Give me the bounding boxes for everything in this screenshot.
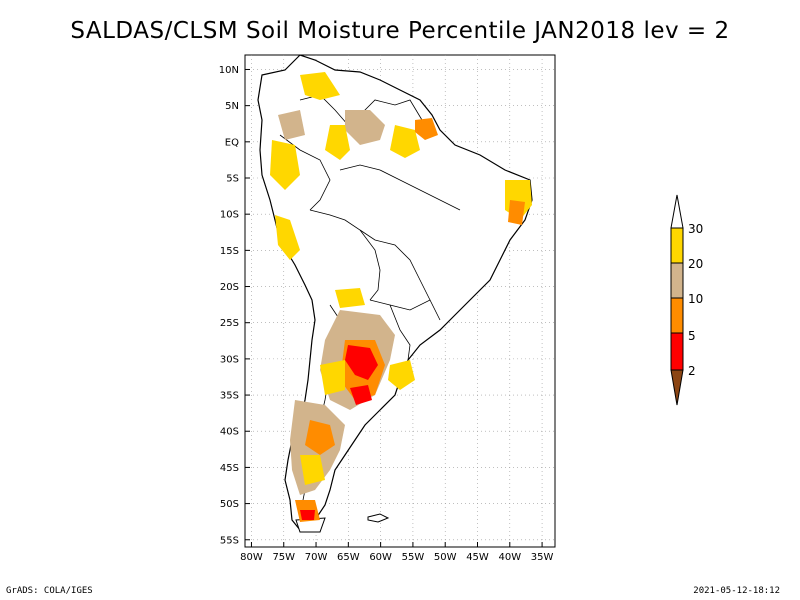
- x-tick-label: 60W: [369, 552, 392, 563]
- shade-patch: [300, 72, 340, 100]
- legend-label-20: 20: [688, 257, 703, 271]
- legend-label-5: 5: [688, 329, 696, 343]
- y-tick-label: EQ: [225, 137, 239, 148]
- x-tick-label: 75W: [272, 552, 295, 563]
- shade-patch: [388, 360, 415, 390]
- y-tick-label: 50S: [220, 499, 239, 510]
- falklands-outline: [367, 513, 390, 523]
- legend-label-2: 2: [688, 364, 696, 378]
- x-axis-ticks: 80W 75W 70W 65W 60W 55W 50W 45W 40W 35W: [240, 542, 553, 563]
- shade-patch: [390, 125, 420, 158]
- y-tick-label: 30S: [220, 354, 239, 365]
- legend-swatch-5-10: [670, 297, 684, 334]
- shade-patch: [508, 200, 525, 225]
- y-tick-label: 45S: [220, 463, 239, 474]
- legend-label-30: 30: [688, 222, 703, 236]
- y-tick-label: 40S: [220, 427, 239, 438]
- x-tick-label: 55W: [402, 552, 425, 563]
- legend-colorbar: 30 20 10 5 2: [670, 194, 703, 406]
- soil-moisture-shading: [270, 72, 532, 522]
- legend-swatch-above-30: [670, 194, 684, 229]
- x-tick-label: 45W: [466, 552, 489, 563]
- x-tick-label: 70W: [305, 552, 328, 563]
- shade-patch: [345, 110, 385, 145]
- shade-patch: [335, 288, 365, 308]
- shade-patch: [325, 125, 350, 160]
- y-tick-label: 10N: [219, 65, 239, 76]
- shade-patch: [350, 385, 372, 405]
- x-tick-label: 80W: [240, 552, 263, 563]
- y-tick-label: 20S: [220, 282, 239, 293]
- x-tick-label: 65W: [337, 552, 360, 563]
- map-title: SALDAS/CLSM Soil Moisture Percentile JAN…: [70, 18, 730, 44]
- shade-patch: [278, 110, 305, 140]
- y-tick-label: 55S: [220, 535, 239, 546]
- y-axis-ticks: 10N 5N EQ 5S 10S 15S 20S 25S 30S 35S 40S 45S 50S 55S: [219, 65, 250, 546]
- shade-patch: [300, 510, 315, 520]
- shade-patch: [275, 215, 300, 260]
- footer-credit: GrADS: COLA/IGES: [6, 586, 93, 596]
- legend-swatch-20-30: [670, 227, 684, 264]
- y-tick-label: 15S: [220, 246, 239, 257]
- footer-timestamp: 2021-05-12-18:12: [693, 586, 780, 596]
- legend-swatch-10-20: [670, 262, 684, 299]
- legend-swatch-below-2: [670, 369, 684, 406]
- shade-patch: [345, 345, 378, 380]
- y-tick-label: 5S: [226, 174, 239, 185]
- y-tick-label: 10S: [220, 210, 239, 221]
- y-tick-label: 35S: [220, 391, 239, 402]
- map-frame: [244, 54, 556, 548]
- x-tick-label: 40W: [498, 552, 521, 563]
- shade-patch: [320, 360, 345, 395]
- x-tick-label: 50W: [434, 552, 457, 563]
- shade-patch: [270, 140, 300, 190]
- shade-patch: [305, 420, 335, 455]
- legend-label-10: 10: [688, 292, 703, 306]
- y-tick-label: 25S: [220, 318, 239, 329]
- shade-patch: [415, 118, 438, 140]
- x-tick-label: 35W: [531, 552, 554, 563]
- shade-patch: [300, 455, 325, 485]
- legend-swatch-2-5: [670, 332, 684, 371]
- y-tick-label: 5N: [225, 101, 239, 112]
